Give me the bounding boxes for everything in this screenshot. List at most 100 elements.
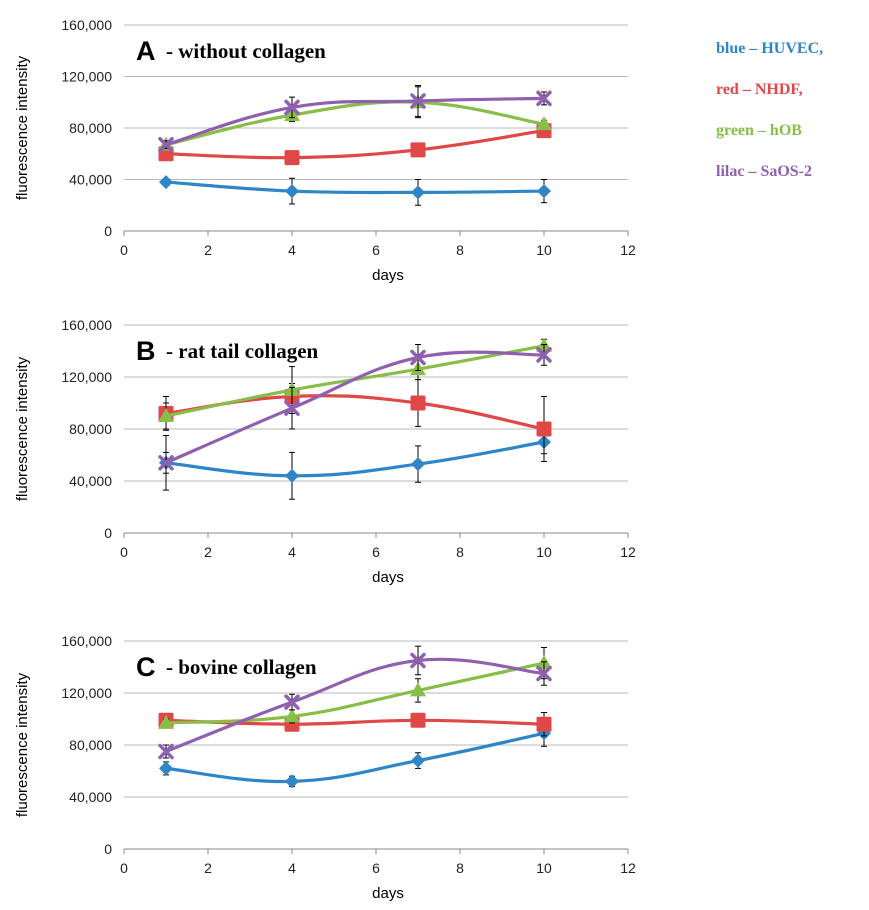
data-point (410, 142, 426, 158)
data-point (410, 682, 426, 697)
y-tick-label: 40,000 (69, 789, 112, 805)
series-hob (158, 647, 552, 729)
data-point (536, 347, 552, 363)
y-axis-title: fluorescence intensity (14, 356, 31, 501)
data-point (410, 652, 426, 669)
data-point (158, 455, 174, 471)
x-tick-label: 10 (536, 860, 552, 876)
y-tick-label: 160,000 (61, 317, 112, 333)
y-tick-label: 120,000 (61, 69, 112, 85)
series-nhdf (158, 379, 552, 462)
x-tick-label: 4 (288, 242, 296, 258)
series-line (164, 657, 546, 754)
y-tick-label: 40,000 (69, 473, 112, 489)
series-line (164, 100, 546, 147)
data-point (285, 184, 299, 199)
x-tick-label: 6 (372, 860, 380, 876)
legend-item-nhdf: red – NHDF, (716, 81, 803, 98)
x-tick-label: 8 (456, 544, 464, 560)
panel-letter: A (136, 36, 156, 66)
series-hob (158, 86, 552, 151)
y-tick-label: 0 (104, 525, 112, 541)
y-tick-label: 0 (104, 841, 112, 857)
y-tick-label: 0 (104, 223, 112, 239)
data-point (536, 665, 552, 682)
series-nhdf (158, 123, 552, 166)
data-point (536, 421, 552, 437)
chart-panel-b: 0 40,000 80,000 120,000 160,000 0 2 4 6 8 10 12 days… (14, 317, 636, 586)
panel-letter: C (136, 652, 156, 682)
data-point (284, 150, 300, 166)
series-line (164, 661, 546, 725)
data-point (285, 774, 299, 789)
x-axis-title: days (372, 267, 404, 284)
x-tick-label: 12 (620, 242, 636, 258)
y-axis-title: fluorescence intensity (14, 55, 31, 200)
x-tick-label: 4 (288, 860, 296, 876)
series-huvec (159, 175, 551, 206)
panel-title: - without collagen (166, 39, 326, 63)
x-tick-label: 0 (120, 860, 128, 876)
data-point (284, 694, 300, 710)
series-huvec (159, 719, 551, 789)
data-point (536, 716, 552, 732)
series-saos2 (158, 645, 552, 760)
x-tick-label: 10 (536, 242, 552, 258)
legend-item-huvec: blue – HUVEC, (716, 40, 823, 57)
panel-title: - bovine collagen (166, 655, 317, 679)
data-point (158, 743, 174, 760)
y-tick-label: 160,000 (61, 633, 112, 649)
data-point (284, 99, 300, 116)
chart-panel-c: 0 40,000 80,000 120,000 160,000 0 2 4 6 8 10 12 days… (14, 633, 636, 902)
x-tick-label: 12 (620, 544, 636, 560)
series-saos2 (158, 85, 552, 153)
x-axis-title: days (372, 885, 404, 902)
x-tick-label: 2 (204, 860, 212, 876)
data-point (284, 708, 300, 723)
x-tick-label: 8 (456, 860, 464, 876)
x-tick-label: 6 (372, 242, 380, 258)
x-tick-label: 4 (288, 544, 296, 560)
series-line (164, 440, 546, 478)
data-point (411, 753, 425, 768)
data-point (158, 408, 174, 422)
data-point (159, 175, 173, 190)
x-tick-label: 0 (120, 544, 128, 560)
x-axis-title: days (372, 569, 404, 586)
series-line (164, 180, 546, 195)
series-line (164, 731, 546, 784)
series-line (164, 350, 546, 465)
x-tick-label: 0 (120, 242, 128, 258)
y-tick-label: 120,000 (61, 369, 112, 385)
chart-panel-a: 0 40,000 80,000 120,000 160,000 0 2 4 6 8 10 12 days… (14, 17, 636, 284)
data-point (158, 714, 174, 729)
data-point (410, 349, 426, 366)
data-point (410, 395, 426, 411)
data-point (159, 761, 173, 776)
y-axis-title: fluorescence intensity (14, 672, 31, 817)
x-tick-label: 2 (204, 544, 212, 560)
data-point (410, 712, 426, 728)
x-tick-label: 8 (456, 242, 464, 258)
panel-title: - rat tail collagen (166, 339, 319, 363)
series-line (164, 394, 546, 431)
y-tick-label: 80,000 (69, 421, 112, 437)
x-tick-label: 12 (620, 860, 636, 876)
data-point (411, 457, 425, 472)
x-tick-label: 10 (536, 544, 552, 560)
legend-item-saos2: lilac – SaOS-2 (716, 163, 812, 180)
y-tick-label: 160,000 (61, 17, 112, 33)
series-saos2 (158, 344, 552, 474)
legend-item-hob: green – hOB (716, 122, 802, 139)
data-point (285, 468, 299, 483)
x-tick-label: 2 (204, 242, 212, 258)
y-tick-label: 80,000 (69, 120, 112, 136)
data-point (284, 400, 300, 416)
data-point (537, 184, 551, 199)
panel-letter: B (136, 336, 156, 366)
y-tick-label: 80,000 (69, 737, 112, 753)
data-point (536, 90, 552, 107)
data-point (158, 136, 174, 153)
series-line (164, 96, 546, 147)
